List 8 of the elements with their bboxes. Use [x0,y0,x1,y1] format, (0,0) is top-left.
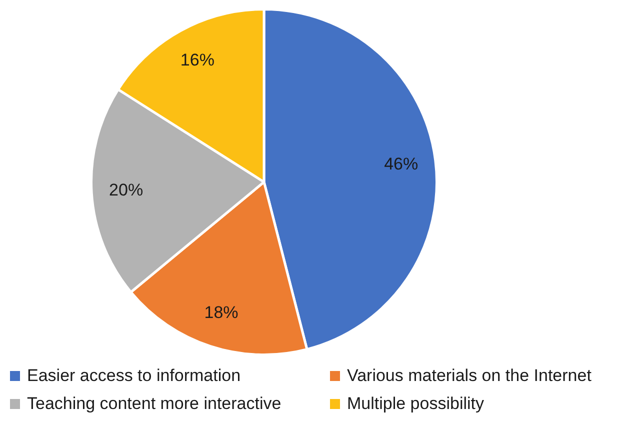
legend-label: Teaching content more interactive [27,394,282,414]
legend-label: Easier access to information [27,366,241,386]
legend-label: Various materials on the Internet [347,366,592,386]
data-label: 46% [384,154,418,174]
data-label: 18% [204,303,238,322]
data-label: 16% [180,50,214,70]
legend-label: Multiple possibility [347,394,484,414]
data-label: 20% [109,180,144,200]
